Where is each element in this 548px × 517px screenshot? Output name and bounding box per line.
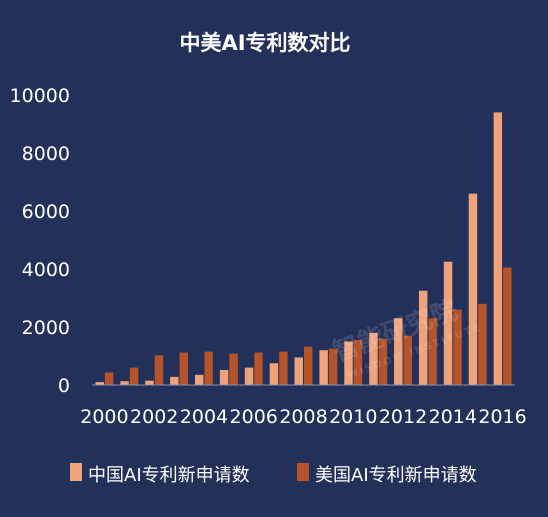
bar-china	[468, 193, 478, 385]
y-tick-label: 4000	[22, 259, 70, 281]
bar-usa	[328, 348, 338, 385]
x-tick-label: 2014	[429, 406, 477, 428]
bar-china	[269, 363, 279, 385]
chart-title: 中美AI专利数对比	[179, 31, 350, 55]
legend-label-china: 中国AI专利新申请数	[88, 465, 250, 486]
bar-usa	[478, 303, 487, 385]
bar-china	[319, 350, 328, 385]
x-tick-label: 2008	[279, 406, 327, 428]
bar-usa	[428, 318, 437, 385]
x-tick-label: 2000	[80, 406, 128, 428]
bar-usa	[353, 340, 363, 385]
legend-label-usa: 美国AI专利新申请数	[315, 465, 477, 486]
x-tick-label: 2002	[130, 406, 178, 428]
x-tick-label: 2006	[230, 406, 278, 428]
bar-china	[369, 332, 378, 385]
bar-china	[195, 374, 204, 385]
bar-china	[244, 367, 254, 385]
bar-china	[145, 380, 154, 385]
bar-china	[493, 112, 503, 386]
bar-usa	[104, 372, 114, 385]
bar-china	[394, 318, 403, 385]
y-tick-label: 8000	[22, 143, 70, 165]
bar-usa	[453, 309, 462, 385]
y-tick-label: 6000	[22, 201, 70, 223]
bar-china	[344, 341, 353, 385]
x-tick-label: 2016	[478, 406, 526, 428]
bar-usa	[254, 352, 263, 385]
bar-usa	[304, 346, 313, 385]
x-tick-label: 2012	[379, 406, 427, 428]
x-axis: 2000 2002 2004 2006 2008 2010 2012 2014 2016	[80, 406, 526, 428]
bar-china	[95, 382, 104, 385]
x-tick-label: 2010	[329, 406, 377, 428]
y-tick-label: 10000	[10, 85, 70, 107]
legend-swatch-china	[70, 463, 82, 481]
bar-china	[443, 261, 453, 385]
y-tick-label: 0	[58, 375, 70, 397]
bar-china	[120, 381, 129, 385]
y-axis: 0 2000 4000 6000 8000 10000	[10, 85, 70, 397]
y-tick-label: 2000	[22, 317, 70, 339]
bar-usa	[378, 338, 388, 385]
bar-usa	[204, 351, 213, 385]
bar-china	[294, 357, 303, 385]
bars	[95, 112, 512, 386]
bar-china	[170, 376, 179, 385]
legend-swatch-usa	[297, 463, 309, 481]
bar-usa	[279, 351, 288, 385]
bar-usa	[503, 267, 512, 385]
bar-china	[418, 290, 428, 385]
bar-usa	[229, 353, 238, 385]
bar-usa	[403, 335, 412, 385]
bar-china	[219, 369, 229, 385]
bar-usa	[179, 352, 189, 385]
x-tick-label: 2004	[180, 406, 228, 428]
bar-usa	[129, 367, 139, 385]
legend: 中国AI专利新申请数 美国AI专利新申请数	[70, 463, 477, 486]
bar-usa	[154, 355, 164, 385]
